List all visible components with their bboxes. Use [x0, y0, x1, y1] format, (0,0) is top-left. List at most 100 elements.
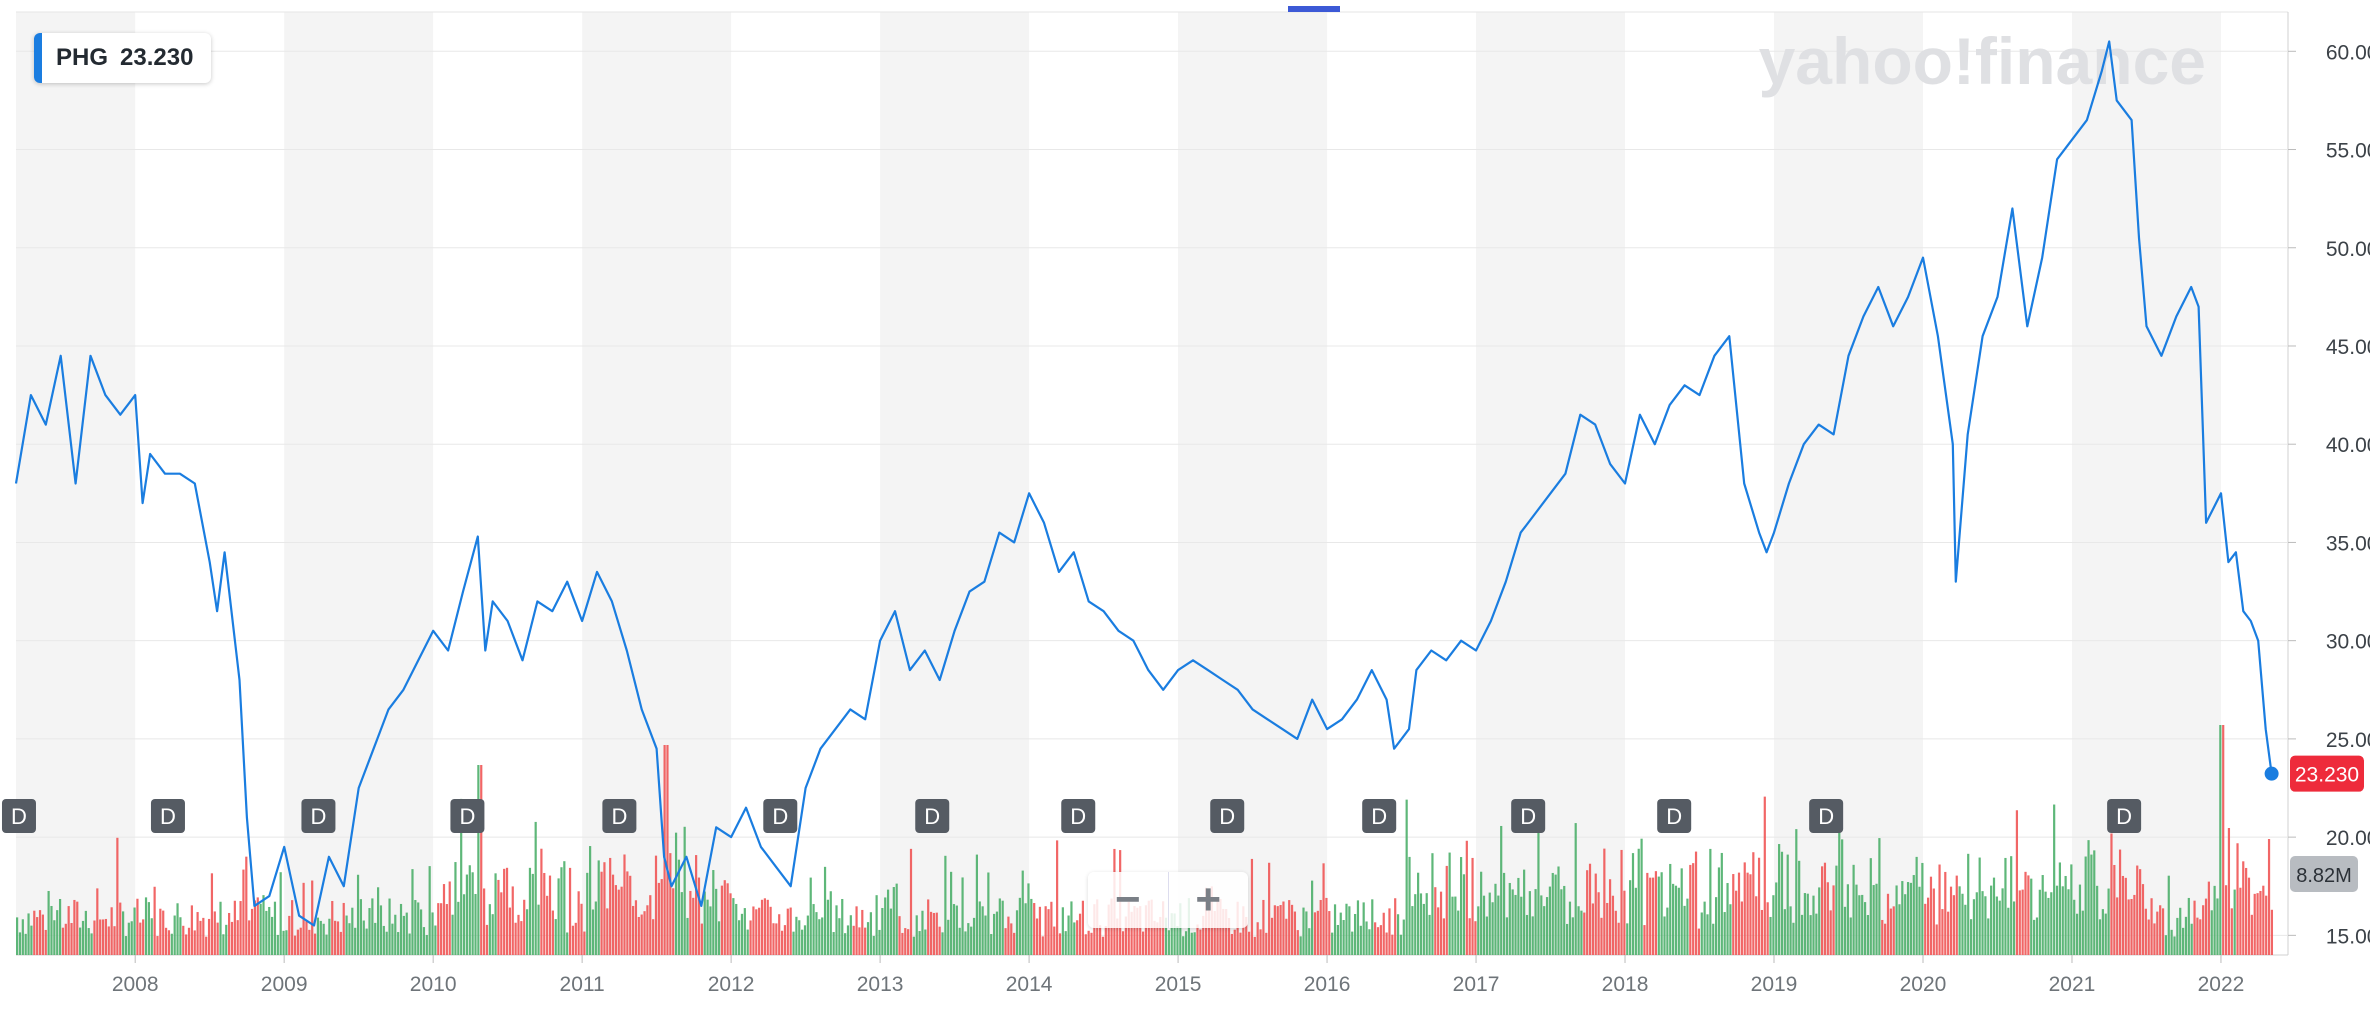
volume-bar [2153, 923, 2156, 955]
zoom-control[interactable]: − + [1088, 872, 1248, 928]
volume-bar [566, 932, 569, 955]
zoom-in-button[interactable]: + [1195, 875, 1222, 924]
volume-bar [1803, 893, 1807, 955]
volume-bar [2139, 869, 2142, 955]
volume-bar [1162, 901, 1165, 955]
volume-bar [325, 934, 328, 955]
volume-bar [1356, 900, 1360, 955]
symbol-legend[interactable]: PHG 23.230 [34, 33, 212, 83]
volume-bar [1901, 881, 1904, 955]
volume-bar [1457, 910, 1460, 955]
dividend-marker[interactable] [1061, 799, 1096, 833]
volume-bar [2159, 905, 2162, 955]
dividend-marker[interactable] [1362, 799, 1397, 833]
volume-bar [1376, 927, 1380, 955]
volume-bar [1557, 866, 1560, 955]
volume-bar [2239, 887, 2242, 955]
volume-bar [629, 875, 632, 955]
volume-bar [849, 915, 852, 955]
volume-bar [491, 914, 494, 955]
volume-bar [1955, 875, 1958, 955]
dividend-marker[interactable] [150, 799, 185, 833]
volume-bar [2213, 885, 2216, 955]
dividend-marker[interactable] [1511, 799, 1546, 833]
volume-bar [288, 915, 291, 955]
dividend-marker[interactable] [915, 799, 950, 833]
volume-bar [1454, 896, 1457, 955]
volume-bar [210, 873, 214, 955]
zoom-out-button[interactable]: − [1088, 872, 1169, 928]
dividend-marker[interactable] [1, 799, 36, 833]
volume-bar [270, 916, 274, 955]
volume-bar [709, 906, 712, 955]
volume-bar [889, 908, 893, 955]
volume-bar [695, 855, 698, 955]
volume-bar [577, 891, 580, 955]
volume-bar [672, 888, 675, 955]
dividend-marker[interactable] [763, 799, 798, 833]
volume-bar [1904, 894, 1907, 955]
volume-bar [1090, 932, 1093, 955]
last-price-dot[interactable] [2264, 766, 2279, 781]
volume-bar [342, 902, 345, 955]
volume-bar [700, 923, 703, 955]
volume-bar [379, 905, 383, 955]
volume-bar [1061, 907, 1064, 955]
volume-bar [1563, 885, 1566, 955]
volume-bar [809, 877, 812, 955]
volume-bar [789, 907, 792, 955]
volume-bar [1245, 917, 1248, 955]
dividend-marker[interactable] [2107, 799, 2142, 833]
dividend-marker[interactable] [450, 799, 485, 833]
range-handle[interactable] [1288, 6, 1340, 12]
volume-bar [2073, 899, 2076, 955]
volume-bar [454, 862, 457, 955]
volume-bar [1359, 925, 1362, 955]
volume-bar [1714, 897, 1718, 955]
volume-bar [276, 934, 279, 955]
dividend-marker-label: D [772, 804, 788, 829]
volume-bar [2270, 909, 2274, 955]
volume-bar [2001, 888, 2004, 955]
volume-bar [331, 900, 334, 955]
volume-bar [1247, 931, 1251, 955]
dividend-marker[interactable] [1809, 799, 1844, 833]
dividend-marker-label: D [11, 804, 27, 829]
volume-bar [2027, 875, 2030, 955]
volume-bar [2224, 885, 2228, 955]
volume-bar [239, 901, 242, 955]
dividend-marker[interactable] [602, 799, 637, 833]
y-tick-label: 40.000 [2326, 434, 2370, 457]
volume-bar [1239, 932, 1242, 955]
dividend-marker[interactable] [301, 799, 336, 833]
price-line[interactable] [14, 40, 2273, 927]
volume-bar [136, 898, 139, 955]
volume-bar [737, 920, 741, 955]
volume-bar [2190, 923, 2193, 955]
volume-bar [528, 867, 532, 955]
volume-bar [832, 932, 835, 955]
volume-bar [866, 922, 870, 955]
volume-bar [1949, 886, 1953, 955]
legend-color-bar [34, 33, 42, 83]
volume-bar [806, 915, 809, 955]
volume-bar [1296, 930, 1299, 955]
volume-bar [1600, 917, 1603, 955]
volume-bar [2250, 914, 2253, 955]
dividend-marker[interactable] [1210, 799, 1245, 833]
volume-bar [1669, 863, 1672, 955]
volume-bar [1130, 911, 1133, 955]
yahoo-finance-watermark: yahoo!finance [1759, 24, 2206, 98]
volume-bar [1268, 862, 1271, 955]
volume-bar [44, 929, 47, 955]
volume-bar [1417, 872, 1420, 955]
volume-bar [428, 866, 431, 955]
volume-bar [485, 924, 489, 955]
dividend-marker[interactable] [1657, 799, 1692, 833]
volume-bar [990, 934, 993, 955]
volume-bar [841, 898, 844, 955]
volume-bar [356, 874, 360, 955]
volume-bar [1242, 906, 1245, 955]
